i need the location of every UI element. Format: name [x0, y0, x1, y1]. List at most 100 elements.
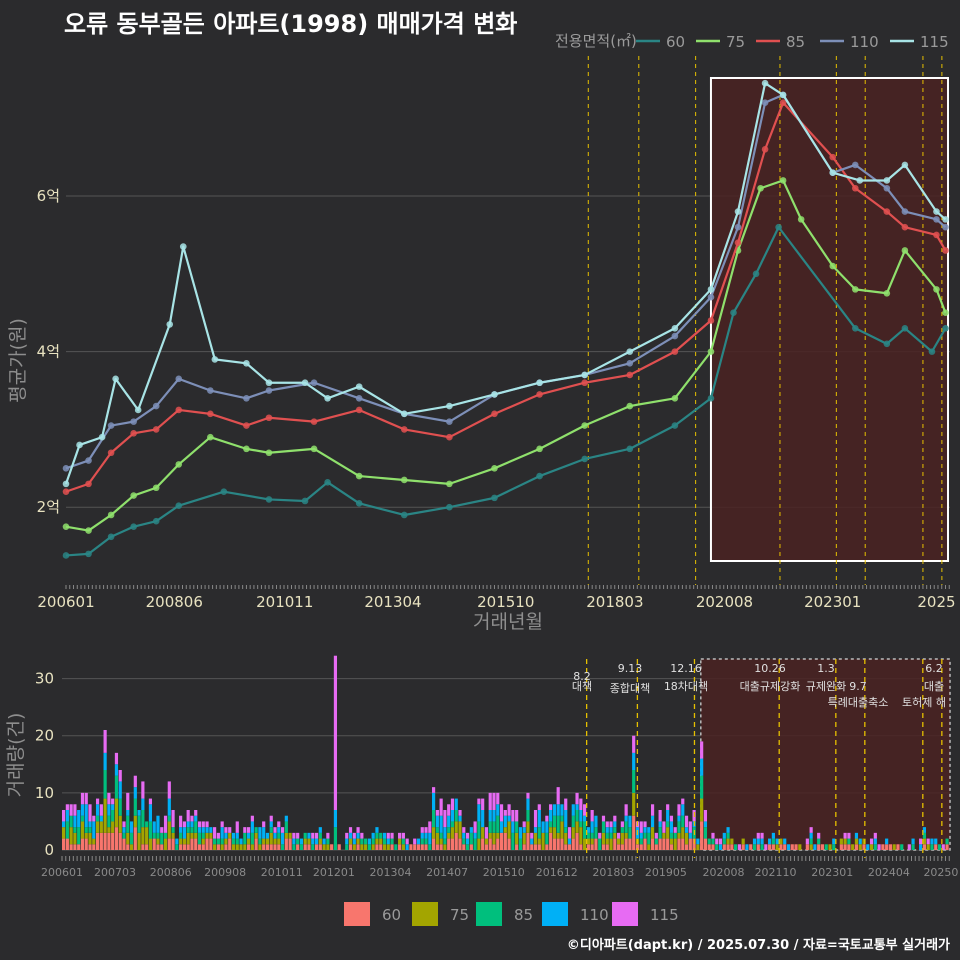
- data-point: [107, 511, 115, 519]
- volume-bar: [477, 804, 481, 822]
- volume-bar: [111, 810, 115, 822]
- volume-bar: [832, 844, 836, 850]
- legend-swatch: [542, 902, 568, 926]
- volume-bar: [526, 821, 530, 833]
- data-point: [883, 208, 891, 215]
- volume-bar: [103, 770, 107, 799]
- volume-bar: [462, 832, 466, 839]
- data-point: [265, 449, 273, 457]
- volume-bar: [190, 821, 194, 828]
- volume-bar: [118, 832, 122, 850]
- volume-bar: [598, 838, 602, 850]
- volume-bar: [435, 844, 439, 850]
- volume-bar: [133, 827, 137, 850]
- volume-bar: [99, 832, 103, 850]
- volume-bar: [481, 838, 485, 850]
- volume-bar: [194, 832, 198, 839]
- volume-bar: [692, 838, 696, 850]
- x-tick-label: 201304: [364, 593, 421, 611]
- volume-bar: [454, 821, 458, 833]
- volume-bar: [311, 832, 315, 839]
- volume-bar: [213, 844, 217, 850]
- volume-bar: [552, 838, 556, 850]
- volume-bar: [700, 798, 704, 822]
- volume-bar: [375, 844, 379, 850]
- volume-bar: [926, 838, 930, 845]
- volume-bar: [126, 844, 130, 850]
- y-tick-label: 20: [35, 727, 54, 745]
- volume-bar: [684, 832, 689, 845]
- data-point: [355, 500, 363, 507]
- volume-bar: [292, 844, 296, 850]
- volume-bar: [507, 821, 511, 839]
- volume-bar: [628, 838, 632, 850]
- volume-bar: [503, 815, 507, 828]
- volume-bar: [235, 821, 239, 833]
- data-point: [851, 161, 859, 169]
- volume-bar: [632, 792, 636, 816]
- data-point: [152, 402, 160, 410]
- y-tick-label: 10: [35, 784, 54, 802]
- volume-bar: [145, 827, 149, 845]
- volume-bar: [873, 838, 877, 845]
- volume-bar: [477, 838, 481, 850]
- volume-bar: [760, 844, 764, 850]
- x-tick-label: 200601: [41, 866, 83, 879]
- volume-bar: [503, 827, 507, 833]
- data-point: [707, 286, 715, 293]
- legend-title: 전용면적(㎡): [555, 32, 637, 50]
- volume-bar: [760, 838, 764, 845]
- data-point: [324, 394, 331, 402]
- volume-bar: [617, 844, 621, 850]
- volume-bar: [518, 827, 523, 839]
- volume-bar: [805, 838, 809, 845]
- volume-bar: [228, 827, 232, 833]
- volume-bar: [311, 844, 315, 850]
- volume-bar: [73, 844, 77, 850]
- volume-bar: [367, 838, 371, 845]
- data-point: [265, 414, 273, 422]
- volume-bar: [348, 844, 353, 850]
- volume-bar: [768, 838, 772, 845]
- volume-bar: [182, 838, 186, 845]
- volume-bar: [465, 832, 470, 839]
- volume-bar: [549, 821, 553, 828]
- volume-bar: [390, 832, 394, 839]
- volume-bar: [216, 844, 220, 850]
- volume-bar: [333, 655, 338, 810]
- volume-bar: [65, 821, 69, 839]
- volume-bar: [107, 792, 111, 805]
- data-point: [85, 527, 92, 534]
- data-point: [207, 433, 214, 441]
- data-point: [883, 340, 891, 348]
- volume-bar: [666, 827, 670, 839]
- volume-bar: [348, 832, 353, 839]
- volume-bar: [171, 827, 175, 833]
- data-point: [775, 223, 782, 231]
- volume-bar: [303, 844, 307, 850]
- volume-bar: [160, 827, 164, 833]
- volume-bar: [507, 804, 511, 816]
- volume-bar: [186, 844, 190, 850]
- volume-bar: [571, 804, 575, 816]
- volume-bar: [197, 844, 202, 850]
- volume-bar: [224, 832, 228, 839]
- volume-bar: [605, 838, 609, 845]
- volume-bar: [201, 832, 205, 839]
- volume-bar: [314, 838, 319, 845]
- data-point: [581, 371, 588, 379]
- volume-bar: [247, 844, 251, 850]
- x-tick-label: 201612: [536, 866, 578, 879]
- volume-bar: [632, 815, 636, 850]
- volume-bar: [428, 832, 432, 845]
- volume-bar: [254, 827, 258, 833]
- volume-bar: [126, 792, 130, 810]
- volume-bar: [103, 752, 107, 770]
- volume-bar: [107, 832, 111, 850]
- volume-bar: [220, 838, 224, 845]
- volume-bar: [296, 844, 300, 850]
- data-point: [730, 309, 737, 317]
- volume-bar: [696, 838, 700, 845]
- footer-credit: ©디아파트(dapt.kr) / 2025.07.30 / 자료=국토교통부 실…: [566, 938, 950, 953]
- volume-bar: [133, 775, 137, 788]
